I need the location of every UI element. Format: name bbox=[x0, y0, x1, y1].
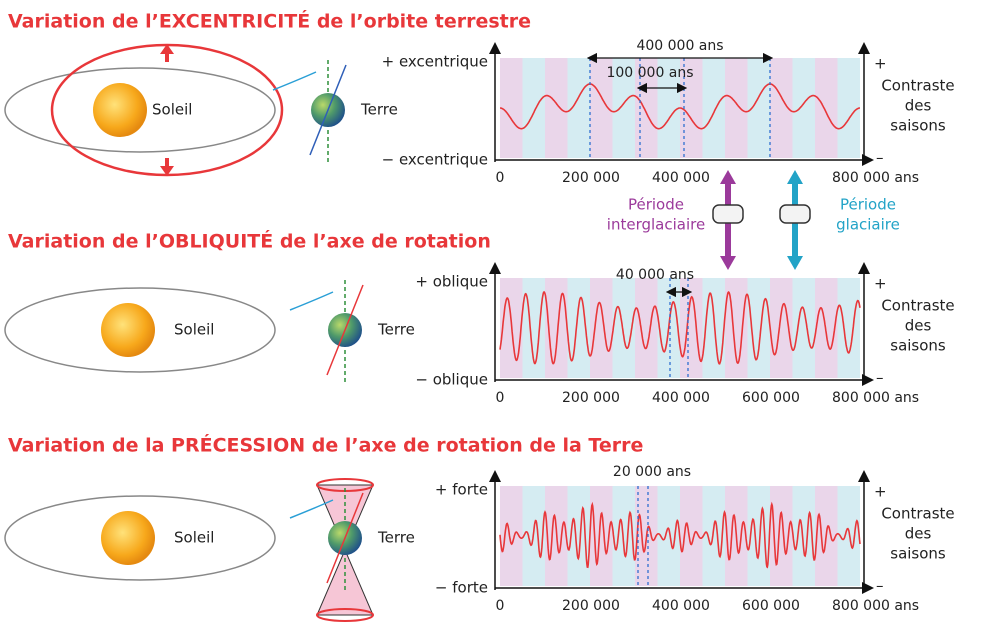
stripe bbox=[837, 486, 860, 586]
rotation-axis bbox=[326, 284, 364, 376]
tick-label: 0 bbox=[496, 390, 505, 406]
stripe bbox=[770, 58, 793, 158]
stripe bbox=[837, 278, 860, 378]
right-label: des bbox=[905, 525, 932, 543]
curve bbox=[500, 83, 860, 130]
orbit-arrow bbox=[289, 291, 334, 311]
orbit bbox=[4, 67, 276, 153]
stripe bbox=[702, 58, 725, 158]
right-minus: – bbox=[876, 577, 884, 595]
rotation-axis bbox=[309, 64, 347, 156]
right-label: saisons bbox=[890, 337, 946, 355]
tick-label: 600 000 bbox=[742, 598, 800, 614]
tick-label: 200 000 bbox=[562, 598, 620, 614]
plus-label: + excentrique bbox=[382, 53, 488, 71]
interglacial-arrow-box bbox=[712, 204, 744, 224]
interglacial-label: interglaciaire bbox=[607, 216, 705, 234]
stripe bbox=[522, 58, 545, 158]
right-label: saisons bbox=[890, 545, 946, 563]
stripe bbox=[567, 58, 590, 158]
rotation-axis bbox=[326, 492, 364, 584]
earth-label: Terre bbox=[377, 529, 415, 547]
stripe bbox=[680, 278, 703, 378]
section-title: Variation de l’OBLIQUITÉ de l’axe de rot… bbox=[8, 230, 491, 253]
precession-circle bbox=[316, 608, 374, 622]
right-label: des bbox=[905, 97, 932, 115]
tick-label: 0 bbox=[496, 598, 505, 614]
tick-label: 600 000 bbox=[742, 390, 800, 406]
tick-label: 800 000 ans bbox=[832, 390, 919, 406]
stripe bbox=[612, 58, 635, 158]
sun bbox=[101, 303, 155, 357]
sun-label: Soleil bbox=[174, 529, 214, 547]
stripe bbox=[747, 58, 770, 158]
earth-label: Terre bbox=[377, 321, 415, 339]
plus-label: + forte bbox=[435, 481, 488, 499]
orbit bbox=[4, 287, 276, 373]
glacial-arrow-box bbox=[779, 204, 811, 224]
stripe bbox=[590, 58, 613, 158]
sun bbox=[101, 511, 155, 565]
stripe bbox=[635, 278, 658, 378]
stripe bbox=[815, 58, 838, 158]
annotation: 100 000 ans bbox=[606, 65, 693, 81]
right-label: Contraste bbox=[881, 297, 954, 315]
stripe bbox=[792, 278, 815, 378]
stripe bbox=[567, 486, 590, 586]
right-plus: + bbox=[874, 275, 887, 293]
annotation: 400 000 ans bbox=[636, 38, 723, 54]
tick-label: 400 000 bbox=[652, 170, 710, 186]
right-label: des bbox=[905, 317, 932, 335]
right-plus: + bbox=[874, 55, 887, 73]
stripe bbox=[612, 278, 635, 378]
minus-label: − excentrique bbox=[382, 151, 488, 169]
tick-label: 800 000 ans bbox=[832, 170, 919, 186]
curve bbox=[499, 290, 861, 365]
minus-label: − oblique bbox=[415, 371, 488, 389]
glacial-label: glaciaire bbox=[836, 216, 900, 234]
stripe bbox=[500, 58, 523, 158]
glacial-label: Période bbox=[840, 196, 896, 214]
stripe bbox=[725, 58, 748, 158]
sun-label: Soleil bbox=[174, 321, 214, 339]
stripe bbox=[702, 486, 725, 586]
tick-label: 0 bbox=[496, 170, 505, 186]
right-label: saisons bbox=[890, 117, 946, 135]
plus-label: + oblique bbox=[415, 273, 488, 291]
tick-label: 400 000 bbox=[652, 390, 710, 406]
section-title: Variation de la PRÉCESSION de l’axe de r… bbox=[8, 434, 643, 457]
right-minus: – bbox=[876, 149, 884, 167]
section-title: Variation de l’EXCENTRICITÉ de l’orbite … bbox=[8, 10, 531, 33]
curve bbox=[499, 501, 861, 569]
stripe bbox=[500, 486, 523, 586]
tick-label: 200 000 bbox=[562, 170, 620, 186]
stripe bbox=[657, 486, 680, 586]
earth-label: Terre bbox=[360, 101, 398, 119]
stripe bbox=[590, 278, 613, 378]
right-label: Contraste bbox=[881, 77, 954, 95]
right-minus: – bbox=[876, 369, 884, 387]
stripe bbox=[567, 278, 590, 378]
stripe bbox=[747, 486, 770, 586]
interglacial-label: Période bbox=[628, 196, 684, 214]
orbit-arrow bbox=[272, 71, 317, 91]
annotation: 40 000 ans bbox=[616, 267, 694, 283]
orbit-arrow bbox=[289, 499, 334, 519]
tick-label: 400 000 bbox=[652, 598, 710, 614]
stripe bbox=[792, 486, 815, 586]
stripe bbox=[792, 58, 815, 158]
right-plus: + bbox=[874, 483, 887, 501]
annotation: 20 000 ans bbox=[613, 464, 691, 480]
minus-label: − forte bbox=[435, 579, 488, 597]
sun bbox=[93, 83, 147, 137]
orbit bbox=[4, 495, 276, 581]
stripe bbox=[837, 58, 860, 158]
right-label: Contraste bbox=[881, 505, 954, 523]
tick-label: 800 000 ans bbox=[832, 598, 919, 614]
stripe bbox=[680, 486, 703, 586]
stripe bbox=[545, 58, 568, 158]
tick-label: 200 000 bbox=[562, 390, 620, 406]
sun-label: Soleil bbox=[152, 101, 192, 119]
